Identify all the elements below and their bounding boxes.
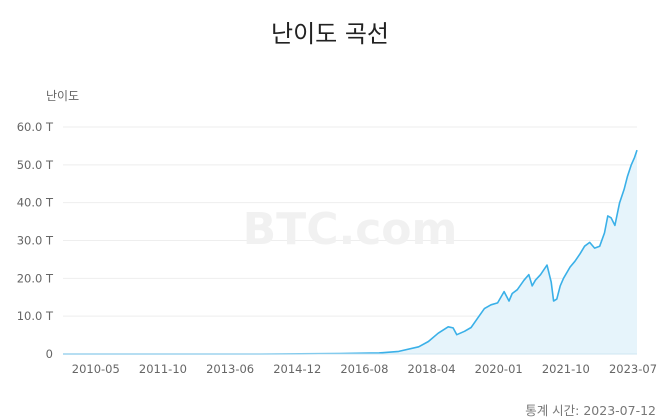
chart-title: 난이도 곡선 (270, 20, 390, 48)
difficulty-line (63, 149, 638, 355)
stat-time-label: 통계 시간: 2023-07-12 (525, 403, 656, 418)
x-tick-label: 2020-01 (475, 362, 523, 376)
difficulty-area-fill (63, 150, 637, 354)
x-tick-label: 2010-05 (72, 362, 120, 376)
y-axis-label: 난이도 (46, 89, 79, 103)
y-tick-label: 50.0 T (17, 158, 54, 172)
x-tick-label: 2018-04 (408, 362, 456, 376)
y-tick-label: 60.0 T (17, 120, 54, 134)
x-axis-ticks: 2010-05 2011-10 2013-06 2014-12 2016-08 2018-… (72, 362, 657, 376)
y-tick-label: 0 (46, 347, 53, 361)
y-axis-ticks: 0 10.0 T 20.0 T 30.0 T 40.0 T 50.0 T 60.0 T (17, 120, 54, 361)
x-tick-label: 2011-10 (139, 362, 187, 376)
watermark-text: BTC.com (243, 204, 458, 255)
x-tick-label: 2023-07 (609, 362, 657, 376)
x-tick-label: 2016-08 (340, 362, 388, 376)
y-tick-label: 20.0 T (17, 271, 54, 285)
y-tick-label: 10.0 T (17, 309, 54, 323)
x-tick-label: 2014-12 (273, 362, 321, 376)
x-tick-label: 2013-06 (206, 362, 254, 376)
y-tick-label: 30.0 T (17, 234, 54, 248)
x-tick-label: 2021-10 (542, 362, 590, 376)
y-tick-label: 40.0 T (17, 196, 54, 210)
grid-lines (63, 126, 637, 317)
